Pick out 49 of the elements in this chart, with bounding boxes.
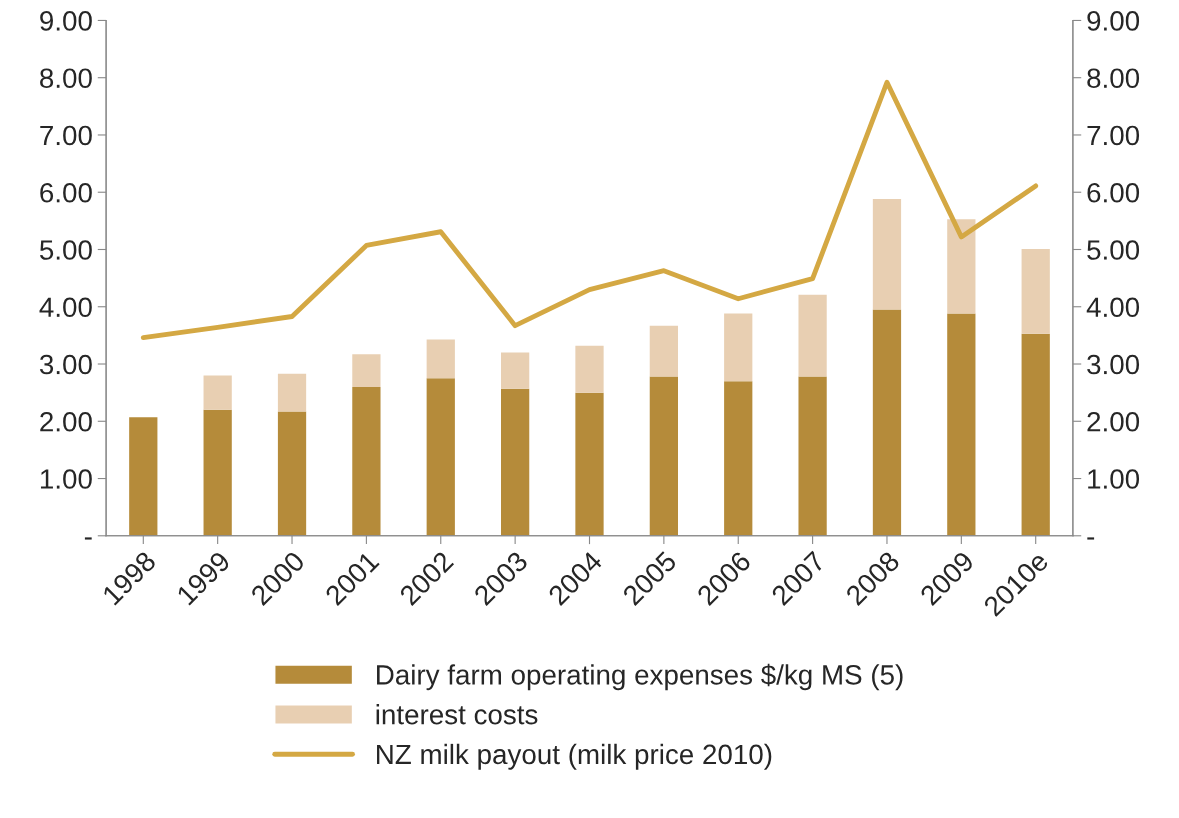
bar [649, 376, 678, 536]
bar [1021, 248, 1050, 334]
y2-tick-label: 4.00 [1086, 297, 1140, 318]
y-tick-label: 4.00 [39, 297, 92, 318]
bar [649, 325, 678, 377]
bar [129, 417, 158, 536]
legend-label: interest costs [376, 704, 538, 725]
bar [352, 354, 381, 387]
bar [277, 411, 307, 536]
bar [1021, 333, 1050, 536]
y-tick-label: 3.00 [39, 354, 92, 375]
bar [352, 386, 381, 536]
bar [872, 199, 902, 310]
bar [947, 219, 976, 314]
y-tick-label: 2.00 [40, 411, 92, 432]
bar [947, 313, 976, 536]
y-tick-label: 1.00 [40, 469, 92, 489]
bar [798, 376, 827, 536]
bar [872, 309, 902, 536]
bar [277, 373, 307, 412]
bar [575, 392, 604, 536]
bar [203, 409, 232, 536]
y-tick-label: 9.00 [40, 11, 92, 31]
bar [724, 313, 753, 382]
y2-tick-label: 8.00 [1087, 68, 1140, 89]
bar [724, 381, 753, 536]
bar [575, 345, 604, 393]
y2-tick-label: 3.00 [1087, 354, 1140, 375]
y2-tick-label: 9.00 [1087, 11, 1140, 31]
bar [501, 388, 530, 536]
legend-label: Dairy farm operating expenses $/kg MS (5) [377, 663, 903, 691]
bar [501, 352, 530, 389]
y2-tick-label: 1.00 [1088, 469, 1140, 489]
y-tick-label: 7.00 [40, 125, 92, 146]
bar [426, 339, 455, 379]
y-tick-label: 6.00 [40, 182, 92, 203]
y2-tick-label: 6.00 [1087, 182, 1140, 203]
y2-tick-label: 7.00 [1087, 125, 1140, 146]
y-tick-label: 8.00 [40, 68, 92, 89]
y-tick-label: 5.00 [39, 240, 92, 260]
y-tick-label: - [84, 537, 92, 540]
y2-tick-label: 2.00 [1087, 411, 1140, 432]
bar [798, 294, 827, 377]
bar [426, 378, 455, 536]
y2-tick-label: - [1087, 537, 1095, 540]
legend-label: NZ milk payout (milk price 2010) [377, 743, 772, 770]
y2-tick-label: 5.00 [1087, 240, 1140, 260]
line-series [140, 79, 1039, 341]
bar [203, 375, 232, 410]
